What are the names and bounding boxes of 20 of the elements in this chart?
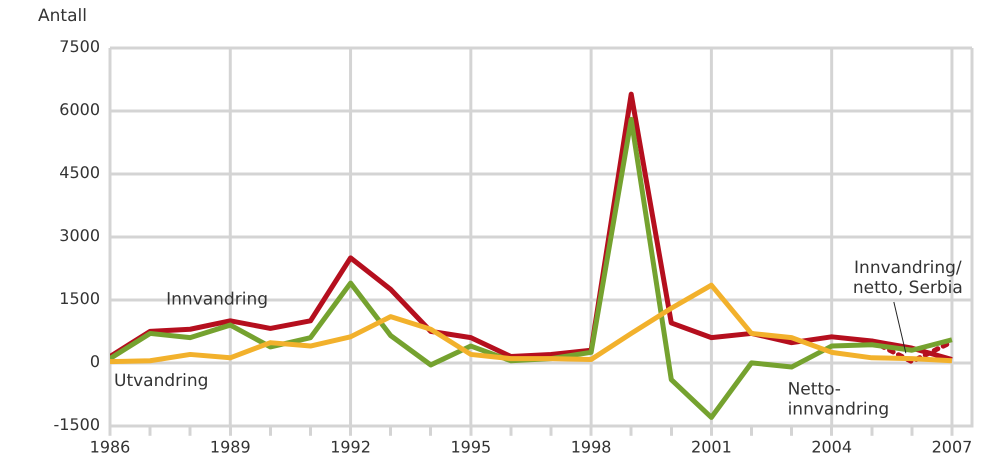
y-tick-label: 0 — [90, 352, 100, 371]
x-tick-label: 1986 — [90, 438, 130, 457]
series-label: Innvandring — [166, 289, 268, 310]
series-label: Netto-innvandring — [788, 380, 890, 420]
y-tick-label: 3000 — [59, 226, 100, 246]
x-tick-label: 1995 — [450, 438, 492, 457]
x-tick-label: 1989 — [210, 438, 251, 457]
y-tick-label: 1500 — [59, 289, 100, 308]
y-tick-label: 4500 — [59, 163, 100, 182]
x-tick-label: 1998 — [570, 438, 612, 457]
y-tick-label: -1500 — [54, 414, 100, 434]
x-tick-label: 2001 — [691, 438, 732, 457]
x-tick-label: 2007 — [932, 438, 972, 457]
x-tick-label: 2004 — [811, 438, 852, 457]
y-tick-label: 7500 — [59, 37, 100, 56]
y-tick-label: 6000 — [59, 100, 100, 120]
y-axis-title: Antall — [38, 6, 87, 26]
x-tick-label: 1992 — [330, 438, 371, 457]
series-label: Utvandring — [114, 371, 208, 392]
text: Innvandring/netto, Serbia — [852, 258, 963, 298]
